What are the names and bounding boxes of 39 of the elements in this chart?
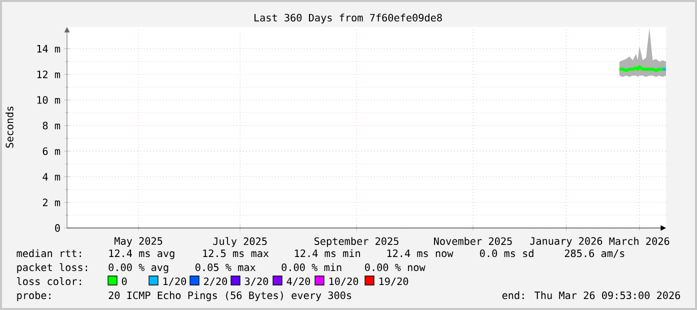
text: 12.4 ms min xyxy=(294,249,360,258)
legend-label: 2/20 xyxy=(204,277,228,286)
x-tick-label: November 2025 xyxy=(434,237,512,245)
text: 0.00 % avg xyxy=(108,263,168,274)
x-tick-label: September 2025 xyxy=(314,237,398,247)
y-tick-label: 10 m xyxy=(37,96,60,104)
y-tick-label: 12 m xyxy=(37,70,60,78)
x-tick-label: January 2026 xyxy=(530,237,602,247)
y-tick-label: 6 m xyxy=(42,147,60,156)
text: 12.4 ms avg xyxy=(109,249,174,260)
text: end: Thu Mar 26 09:53:00 2026 xyxy=(502,291,680,300)
chart-title: Last 360 Days from 7f60efe09de8 xyxy=(254,14,442,24)
text: 12.5 ms max xyxy=(203,249,269,258)
y-tick-label: 4 m xyxy=(42,173,60,180)
y-tick-label: 0 xyxy=(55,224,60,232)
legend-label: 1/20 xyxy=(163,277,186,286)
x-tick-label: May 2025 xyxy=(114,237,162,247)
legend-title: loss color: xyxy=(17,277,81,286)
text: packet loss: xyxy=(17,263,88,274)
x-tick-label: March 2026 xyxy=(609,237,670,245)
text: 285.6 am/s xyxy=(564,249,624,258)
y-tick-label: 8 m xyxy=(42,122,60,130)
y-tick-label: 14 m xyxy=(37,45,60,52)
text: 12.4 ms now xyxy=(387,249,454,258)
legend-label: 10/20 xyxy=(329,277,358,286)
y-axis-title: Seconds xyxy=(6,106,14,148)
text: 0.05 % max xyxy=(196,263,256,272)
legend-label: 19/20 xyxy=(379,277,408,286)
x-tick-label: July 2025 xyxy=(213,237,267,248)
legend-label: 3/20 xyxy=(244,277,268,286)
text: 0.00 % min xyxy=(282,263,342,272)
legend-label: 4/20 xyxy=(286,277,310,286)
text: probe: xyxy=(17,291,50,302)
legend-label: 0 xyxy=(122,277,127,286)
y-tick-label: 2 m xyxy=(42,198,60,206)
text: 0.0 ms sd xyxy=(480,249,534,258)
text: 20 ICMP Echo Pings (56 Bytes) every 300s xyxy=(108,291,352,302)
text: 0.00 % now xyxy=(365,263,426,272)
text: median rtt: xyxy=(16,249,81,258)
